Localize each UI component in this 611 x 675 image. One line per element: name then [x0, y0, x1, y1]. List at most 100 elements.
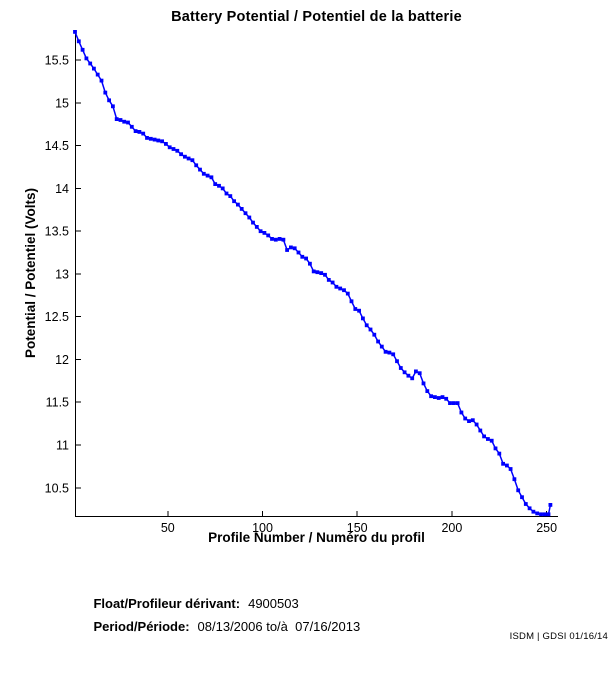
data-point-marker: [330, 280, 335, 285]
data-point-marker: [300, 254, 305, 259]
data-point-marker: [531, 509, 536, 514]
data-point-marker: [228, 194, 233, 198]
data-point-marker: [349, 299, 354, 304]
data-point-marker: [213, 182, 218, 186]
data-point-marker: [220, 186, 225, 191]
data-point-marker: [186, 156, 191, 161]
data-point-marker: [141, 131, 146, 136]
data-point-marker: [470, 418, 475, 423]
data-point-marker: [463, 416, 468, 421]
data-point-marker: [107, 98, 111, 103]
y-tick-label: 15: [55, 96, 69, 110]
data-point-marker: [379, 344, 384, 349]
data-point-marker: [391, 352, 396, 357]
data-point-marker: [129, 124, 134, 129]
data-point-marker: [486, 437, 490, 441]
data-point-marker: [527, 506, 532, 511]
data-point-marker: [342, 288, 346, 293]
data-point-marker: [455, 401, 460, 405]
data-point-marker: [459, 410, 464, 415]
data-point-marker: [122, 119, 127, 124]
period-value: 08/13/2006 to/à 07/16/2013: [197, 619, 361, 634]
y-tick-label: 13: [55, 267, 69, 281]
data-point-marker: [103, 90, 108, 95]
data-point-marker: [406, 373, 411, 378]
data-point-marker: [148, 136, 153, 141]
data-point-marker: [236, 202, 240, 207]
y-tick-label: 13.5: [45, 225, 69, 239]
data-point-marker: [425, 389, 430, 393]
x-tick-label: 150: [347, 521, 368, 535]
data-point-marker: [482, 434, 486, 439]
data-point-marker: [433, 395, 437, 399]
data-point-marker: [273, 237, 278, 242]
data-point-marker: [334, 284, 339, 289]
data-point-marker: [387, 350, 392, 355]
float-id-value: 4900503: [248, 596, 299, 611]
data-point-marker: [417, 371, 422, 376]
y-axis-label: Potential / Potentiel (Volts): [23, 188, 38, 359]
data-point-marker: [493, 446, 498, 451]
data-point-marker: [489, 438, 494, 443]
data-point-marker: [497, 451, 502, 456]
x-tick-label: 200: [441, 521, 462, 535]
data-point-marker: [209, 175, 214, 180]
data-point-marker: [137, 130, 142, 134]
data-point-marker: [368, 327, 373, 332]
data-point-marker: [505, 463, 509, 468]
data-point-marker: [436, 396, 441, 400]
data-point-marker: [376, 339, 380, 344]
data-point-marker: [421, 381, 426, 386]
data-point-marker: [338, 286, 343, 291]
data-point-marker: [281, 237, 286, 242]
data-point-marker: [501, 461, 505, 466]
data-point-marker: [205, 173, 210, 178]
data-point-marker: [266, 233, 271, 238]
data-point-marker: [296, 250, 301, 255]
data-point-marker: [76, 39, 81, 44]
data-point-marker: [171, 147, 176, 151]
data-point-marker: [232, 199, 236, 204]
data-point-marker: [474, 422, 479, 427]
y-tick-label: 12: [55, 353, 69, 367]
data-point-marker: [88, 61, 93, 66]
data-point-marker: [239, 207, 244, 211]
data-point-marker: [111, 104, 115, 109]
x-tick-label: 100: [252, 521, 273, 535]
data-point-marker: [80, 47, 85, 52]
data-point-marker: [126, 120, 130, 125]
data-point-marker: [402, 370, 407, 375]
data-point-marker: [156, 138, 161, 143]
data-point-marker: [478, 428, 483, 433]
data-point-marker: [285, 248, 289, 252]
data-point-marker: [520, 495, 524, 500]
data-point-marker: [224, 191, 229, 196]
data-point-marker: [546, 512, 551, 517]
data-point-marker: [323, 272, 327, 277]
data-point-marker: [95, 72, 100, 77]
data-point-marker: [548, 503, 553, 507]
y-tick-label: 12.5: [45, 310, 69, 324]
y-tick-label: 11.5: [46, 396, 69, 410]
data-point-marker: [198, 167, 202, 172]
data-point-marker: [247, 215, 252, 220]
y-tick-label: 10.5: [45, 481, 69, 495]
data-point-marker: [508, 467, 513, 471]
data-point-marker: [414, 369, 418, 374]
battery-potential-chart: 10.5 11 11.5 12 12.5 13 13.5 14 14.5 15 15.5 50 100 1…: [45, 30, 558, 535]
data-point-marker: [326, 278, 331, 282]
data-point-marker: [164, 142, 168, 146]
data-point-marker: [372, 332, 377, 337]
data-point-marker: [73, 30, 77, 34]
data-point-marker: [258, 229, 263, 234]
data-point-marker: [357, 308, 361, 313]
data-point-marker: [194, 163, 199, 168]
data-point-marker: [440, 395, 445, 399]
chart-title: Battery Potential / Potentiel de la batt…: [171, 9, 462, 25]
data-point-marker: [512, 477, 517, 482]
data-point-marker: [114, 117, 119, 121]
data-point-marker: [179, 152, 183, 157]
data-point-marker: [361, 316, 365, 321]
data-point-marker: [429, 394, 433, 399]
x-tick-label: 50: [161, 521, 175, 535]
